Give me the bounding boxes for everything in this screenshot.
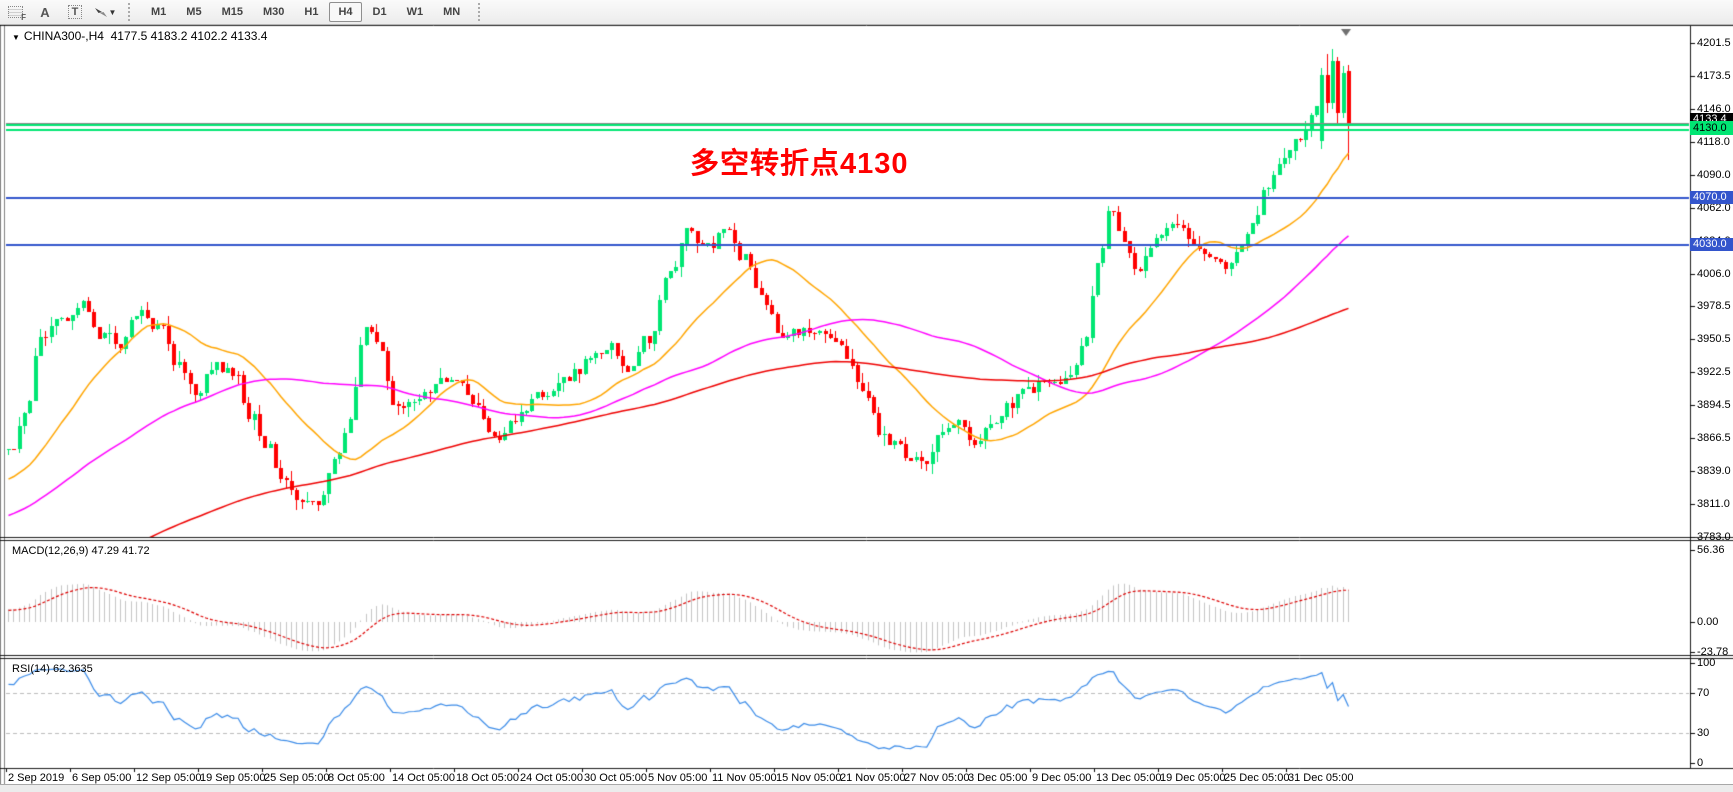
price-axis-label: 4006.0 xyxy=(1697,268,1731,280)
tf-button-m5[interactable]: M5 xyxy=(177,2,210,22)
price-axis-label: 4118.0 xyxy=(1697,136,1730,148)
resistance-level-badge: 4130.0 xyxy=(1690,121,1733,135)
price-axis-label: 3811.0 xyxy=(1697,498,1730,510)
date-axis-label: 6 Sep 05:00 xyxy=(72,772,132,784)
rsi-axis-label: 70 xyxy=(1697,687,1710,699)
date-axis-label: 12 Sep 05:00 xyxy=(136,772,202,784)
macd-axis-label: 56.36 xyxy=(1697,544,1725,556)
price-axis-label: 4173.5 xyxy=(1697,70,1731,82)
date-axis-label: 15 Nov 05:00 xyxy=(776,772,842,784)
tf-button-w1[interactable]: W1 xyxy=(398,2,433,22)
date-axis-label: 21 Nov 05:00 xyxy=(840,772,906,784)
price-axis-label: 3894.5 xyxy=(1697,399,1731,411)
rsi-axis-label: 0 xyxy=(1697,757,1704,769)
toolbar-grip[interactable] xyxy=(128,3,135,21)
date-axis-label: 19 Sep 05:00 xyxy=(200,772,266,784)
macd-axis-label: 0.00 xyxy=(1697,616,1719,628)
date-axis-label: 27 Nov 05:00 xyxy=(904,772,970,784)
chart-annotation-text[interactable]: 多空转折点4130 xyxy=(690,148,909,180)
symbol-header: ▼ CHINA300-,H4 4177.5 4183.2 4102.2 4133.… xyxy=(12,29,267,43)
tf-button-mn[interactable]: MN xyxy=(434,2,469,22)
tf-button-h1[interactable]: H1 xyxy=(295,2,327,22)
support-level-badge-2: 4030.0 xyxy=(1690,238,1733,251)
date-axis-label: 3 Dec 05:00 xyxy=(968,772,1028,784)
bottom-tab-strip[interactable] xyxy=(0,784,1733,792)
tf-button-h4[interactable]: H4 xyxy=(329,2,362,22)
tf-button-m15[interactable]: M15 xyxy=(213,2,252,22)
symbol-name: CHINA300-,H4 xyxy=(23,29,104,43)
price-axis-label: 3783.0 xyxy=(1697,531,1731,543)
chevron-down-icon: ▼ xyxy=(108,7,117,17)
date-axis-label: 25 Dec 05:00 xyxy=(1224,772,1290,784)
toolbar: F A T ▼ M1 M5 M15 M30 H1 H4 D1 W1 MN xyxy=(0,0,1733,25)
date-axis-label: 9 Dec 05:00 xyxy=(1032,772,1092,784)
macd-title: MACD(12,26,9) 47.29 41.72 xyxy=(12,545,150,557)
symbol-dropdown-icon[interactable]: ▼ xyxy=(12,33,20,42)
date-axis-label: 14 Oct 05:00 xyxy=(392,772,455,784)
price-axis-label: 4090.0 xyxy=(1697,169,1731,181)
toolbar-grip-2[interactable] xyxy=(478,3,485,21)
date-axis-label: 18 Oct 05:00 xyxy=(456,772,519,784)
price-axis-label: 3978.5 xyxy=(1697,300,1731,312)
price-axis-label: 4201.5 xyxy=(1697,37,1731,49)
date-axis-label: 5 Nov 05:00 xyxy=(648,772,708,784)
rsi-title: RSI(14) 62.3635 xyxy=(12,663,93,675)
price-axis-label: 3922.5 xyxy=(1697,366,1731,378)
arrows-glyph xyxy=(94,7,107,17)
rsi-axis-label: 100 xyxy=(1697,657,1716,669)
timeframe-toolbar: M1 M5 M15 M30 H1 H4 D1 W1 MN xyxy=(141,2,470,22)
tf-button-d1[interactable]: D1 xyxy=(364,2,396,22)
symbol-ohlc: 4177.5 4183.2 4102.2 4133.4 xyxy=(110,29,268,43)
date-axis-label: 13 Dec 05:00 xyxy=(1096,772,1162,784)
date-axis-label: 24 Oct 05:00 xyxy=(520,772,583,784)
grid-f-icon[interactable]: F xyxy=(2,2,28,22)
price-axis-label: 4062.0 xyxy=(1697,202,1731,214)
price-axis-label: 4146.0 xyxy=(1697,103,1731,115)
date-axis-label: 30 Oct 05:00 xyxy=(584,772,647,784)
price-axis-label: 3866.5 xyxy=(1697,432,1731,444)
macd-axis-label: -23.78 xyxy=(1697,646,1729,658)
date-axis-label: 8 Oct 05:00 xyxy=(328,772,385,784)
support-level-badge-1: 4070.0 xyxy=(1690,191,1733,204)
date-axis-label: 25 Sep 05:00 xyxy=(264,772,330,784)
text-a-icon[interactable]: A xyxy=(40,4,50,20)
rsi-axis-label: 30 xyxy=(1697,727,1710,739)
tf-button-m30[interactable]: M30 xyxy=(254,2,293,22)
date-axis-label: 11 Nov 05:00 xyxy=(712,772,777,784)
date-axis-label: 19 Dec 05:00 xyxy=(1160,772,1226,784)
price-axis-label: 3950.5 xyxy=(1697,333,1731,345)
price-axis-label: 3839.0 xyxy=(1697,465,1731,477)
date-axis-label: 2 Sep 2019 xyxy=(8,772,65,784)
text-box-icon[interactable]: T xyxy=(62,2,88,22)
arrow-styles-icon[interactable]: ▼ xyxy=(92,2,118,22)
date-axis-label: 31 Dec 05:00 xyxy=(1288,772,1354,784)
tf-button-m1[interactable]: M1 xyxy=(142,2,175,22)
